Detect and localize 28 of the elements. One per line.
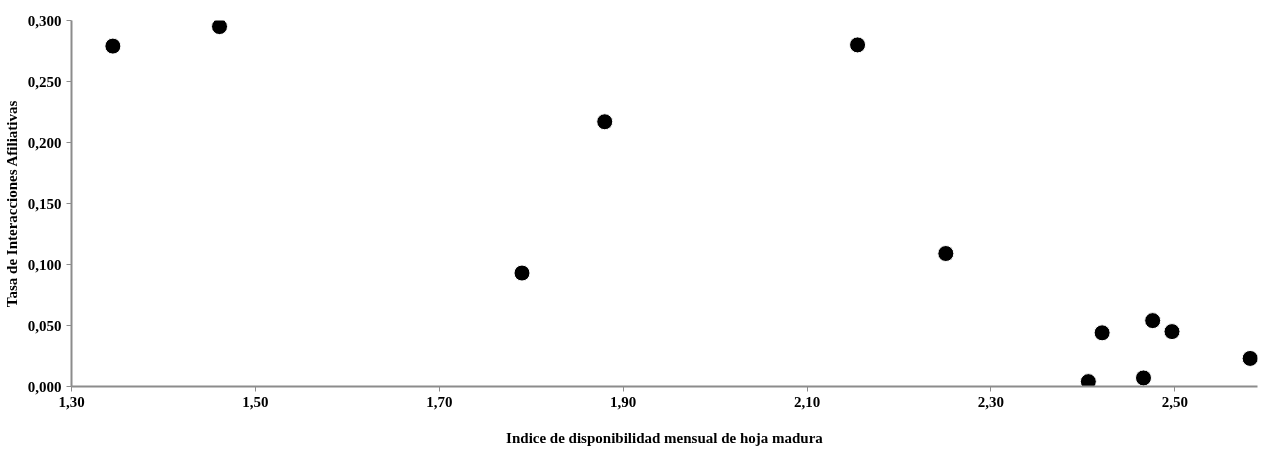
x-tick-label: 1,70 <box>426 393 453 410</box>
point <box>513 264 531 282</box>
point <box>1093 324 1111 342</box>
x-tick-label: 1,30 <box>58 393 85 410</box>
y-tick-label: 0,150 <box>27 195 62 212</box>
point <box>937 245 955 262</box>
x-tick-label: 2,10 <box>793 393 821 410</box>
x-tick-label: 2,50 <box>1161 393 1188 410</box>
y-tick-label: 0,050 <box>27 317 62 334</box>
point <box>849 36 867 54</box>
point <box>1144 312 1162 330</box>
point <box>104 37 122 55</box>
x-tick-label: 2,30 <box>977 393 1004 410</box>
y-tick-label: 0,100 <box>27 256 62 273</box>
point <box>211 20 229 36</box>
point <box>596 113 614 131</box>
y-tick-label: 0,200 <box>27 134 62 151</box>
y-axis-title: Tasa de Interacciones Afiliativas <box>3 100 20 308</box>
x-axis-title: Indice de disponibilidad mensual de hoja madura <box>506 429 824 446</box>
x-tick-label: 1,90 <box>610 393 637 410</box>
y-tick-label: 0,250 <box>27 73 62 90</box>
y-tick-label: 0,000 <box>27 378 62 395</box>
point <box>1163 323 1181 341</box>
x-tick-label: 1,50 <box>242 393 269 410</box>
y-tick-label: 0,300 <box>27 12 62 29</box>
point <box>1135 369 1152 387</box>
point <box>1079 373 1097 387</box>
point <box>1241 349 1258 367</box>
